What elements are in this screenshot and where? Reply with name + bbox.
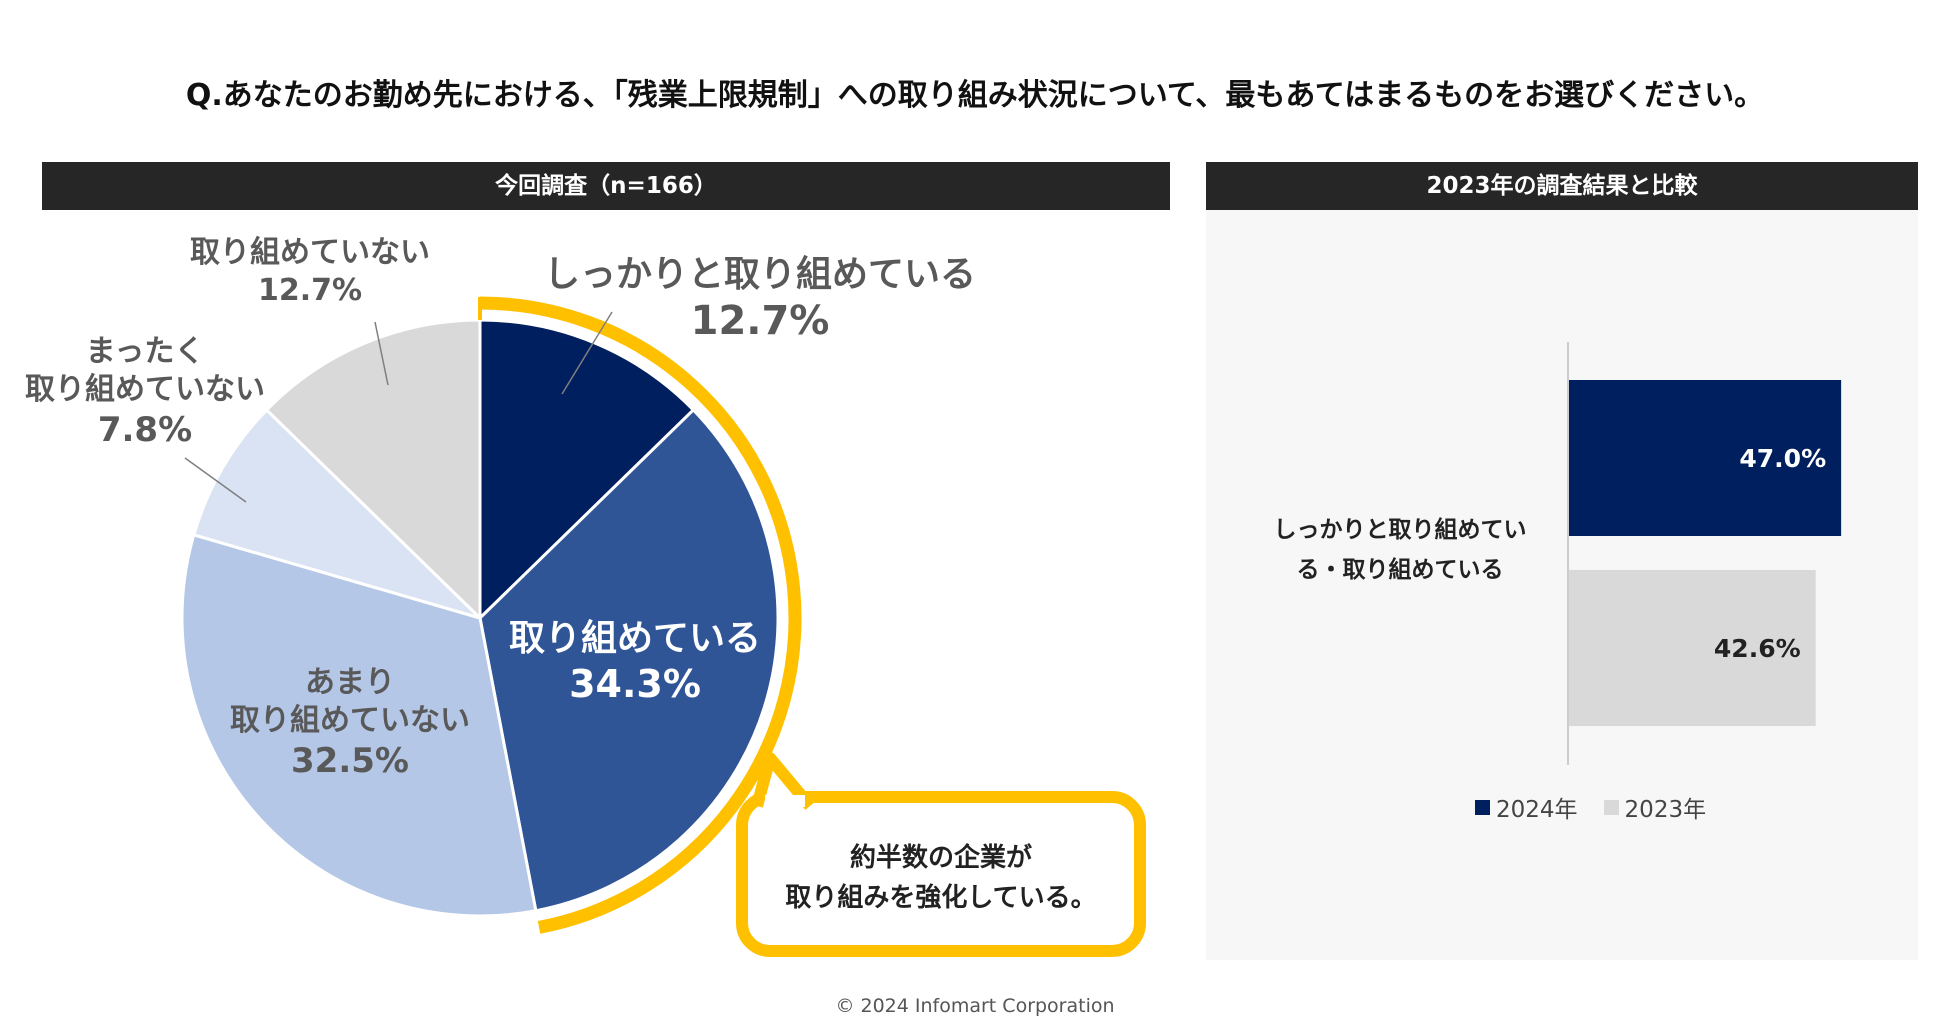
callout-line2: 取り組みを強化している。 bbox=[785, 883, 1097, 913]
pie-slice-not-at-all bbox=[191, 407, 482, 620]
legend-item-2023: 2023年 bbox=[1603, 790, 1707, 824]
highlight-arc bbox=[479, 296, 802, 934]
legend-swatch-2024 bbox=[1475, 799, 1490, 815]
pie-label-not-doing-text: 取り組めていない bbox=[190, 235, 430, 270]
callout-line1: 約半数の企業が bbox=[849, 843, 1032, 873]
pie-slice-not-much bbox=[180, 533, 538, 918]
bar-chart: 47.0% 42.6% bbox=[1567, 342, 1842, 765]
pie-chart bbox=[180, 318, 780, 918]
leader-line-not-at-all bbox=[184, 457, 247, 503]
pie-label-not-at-all-line2: 取り組めていない bbox=[25, 372, 265, 407]
pie-label-firmly: しっかりと取り組めている 12.7% bbox=[535, 253, 985, 345]
pie-label-not-doing-value: 12.7% bbox=[257, 273, 363, 308]
pie-label-not-at-all-line1: まったく bbox=[85, 334, 205, 369]
pie-slice-firmly bbox=[478, 318, 696, 622]
bar-category-label: しっかりと取り組めてい る・取り組めている bbox=[1235, 510, 1565, 590]
pie-label-doing-text: 取り組めている bbox=[508, 618, 761, 659]
leader-line-not-doing bbox=[374, 321, 389, 386]
legend-label-2024: 2024年 bbox=[1496, 797, 1578, 823]
pie-label-not-at-all: まったく 取り組めていない 7.8% bbox=[5, 333, 285, 451]
legend-swatch-2023 bbox=[1603, 799, 1619, 815]
pie-label-not-much-line2: 取り組めていない bbox=[230, 703, 470, 738]
callout-box bbox=[736, 791, 1146, 957]
pie-label-not-doing: 取り組めていない 12.7% bbox=[170, 234, 450, 310]
leader-line-firmly bbox=[561, 311, 613, 395]
pie-label-firmly-text: しっかりと取り組めている bbox=[543, 254, 976, 295]
bar-legend: 2024年 2023年 bbox=[1475, 790, 1706, 824]
pie-slice-not-doing bbox=[264, 318, 482, 622]
legend-label-2023: 2023年 bbox=[1624, 797, 1707, 823]
pie-panel-header: 今回調査（n=166） bbox=[42, 162, 1170, 210]
legend-item-2024: 2024年 bbox=[1475, 790, 1578, 824]
comparison-panel-header: 2023年の調査結果と比較 bbox=[1206, 162, 1918, 210]
leader-lines bbox=[184, 311, 613, 503]
pie-slice-doing bbox=[478, 407, 780, 913]
bar-category-line2: る・取り組めている bbox=[1296, 557, 1504, 583]
pie-label-not-much-line1: あまり bbox=[305, 665, 395, 700]
pie-label-doing-value: 34.3% bbox=[569, 662, 701, 706]
copyright-footer: © 2024 Infomart Corporation bbox=[835, 995, 1115, 1017]
callout-text: 約半数の企業が 取り組みを強化している。 bbox=[742, 838, 1140, 918]
callout-pointer bbox=[751, 752, 815, 810]
pie-label-doing: 取り組めている 34.3% bbox=[495, 617, 775, 707]
question-title: Q.あなたのお勤め先における、「残業上限規制」への取り組み状況について、最もあて… bbox=[185, 78, 1765, 113]
bar-value-label-2024: 47.0% bbox=[1739, 444, 1826, 473]
bar-value-label-2023: 42.6% bbox=[1714, 634, 1801, 663]
pie-label-not-at-all-value: 7.8% bbox=[97, 410, 193, 450]
pie-label-not-much: あまり 取り組めていない 32.5% bbox=[200, 664, 500, 782]
bar-2024 bbox=[1569, 380, 1842, 536]
bar-category-line1: しっかりと取り組めてい bbox=[1273, 517, 1527, 543]
pie-label-not-much-value: 32.5% bbox=[291, 741, 409, 781]
bar-2023 bbox=[1569, 570, 1816, 726]
pie-label-firmly-value: 12.7% bbox=[690, 298, 830, 344]
